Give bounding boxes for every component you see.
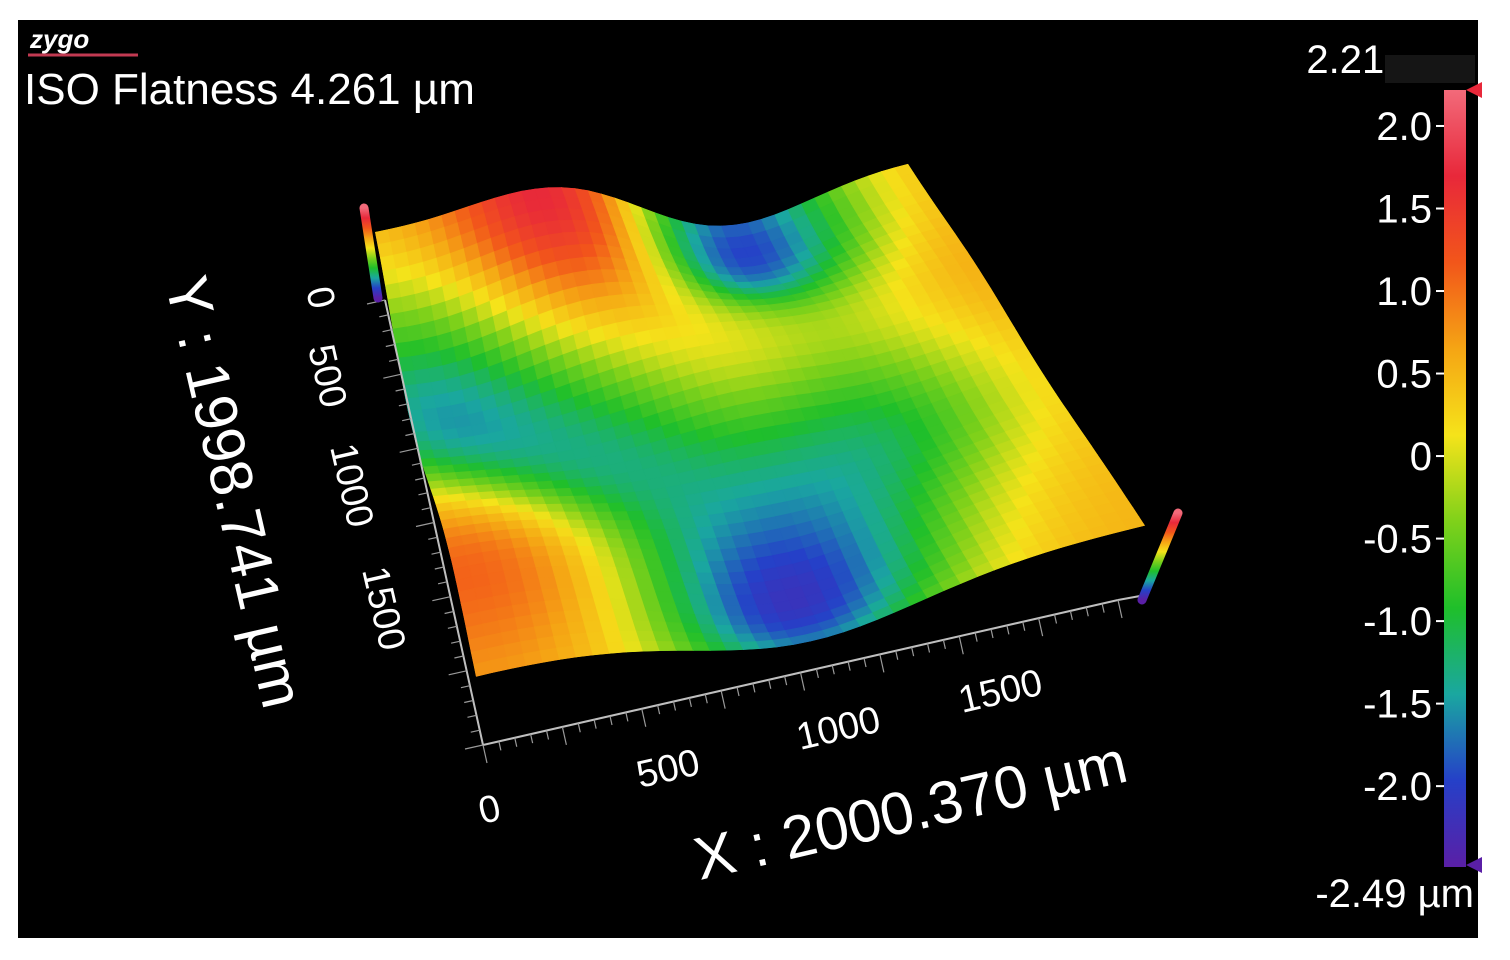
zygo-logo: zygo bbox=[29, 24, 89, 54]
surface-cell bbox=[522, 577, 543, 592]
surface-cell bbox=[556, 645, 577, 661]
colorbar-tick-label: -1.5 bbox=[1363, 683, 1432, 727]
colorbar-tick-label: 0.5 bbox=[1376, 353, 1432, 397]
surface-cell bbox=[516, 556, 537, 570]
colorbar-gradient bbox=[1444, 90, 1466, 867]
surface-cell bbox=[437, 464, 457, 474]
colorbar-tick-label: -0.5 bbox=[1363, 518, 1432, 562]
colorbar-tick-label: -1.0 bbox=[1363, 600, 1432, 644]
colorbar-tick-label: 1.5 bbox=[1376, 187, 1432, 231]
colorbar-tick-label: 0 bbox=[1410, 435, 1432, 479]
surface-3d bbox=[375, 163, 1145, 677]
colorbar-min-label: -2.49 µm bbox=[1315, 872, 1474, 916]
surface-cell bbox=[419, 457, 439, 468]
surface-cell bbox=[572, 643, 594, 658]
chart-title: ISO Flatness 4.261 µm bbox=[24, 65, 475, 114]
surface-cell bbox=[547, 610, 568, 626]
colorbar-max-box bbox=[1385, 55, 1475, 83]
colorbar-tick-label: 2.0 bbox=[1376, 105, 1432, 149]
colorbar-tick-label: -2.0 bbox=[1363, 765, 1432, 809]
colorbar-tick-label: 1.0 bbox=[1376, 270, 1432, 314]
surface-cell bbox=[422, 465, 442, 475]
